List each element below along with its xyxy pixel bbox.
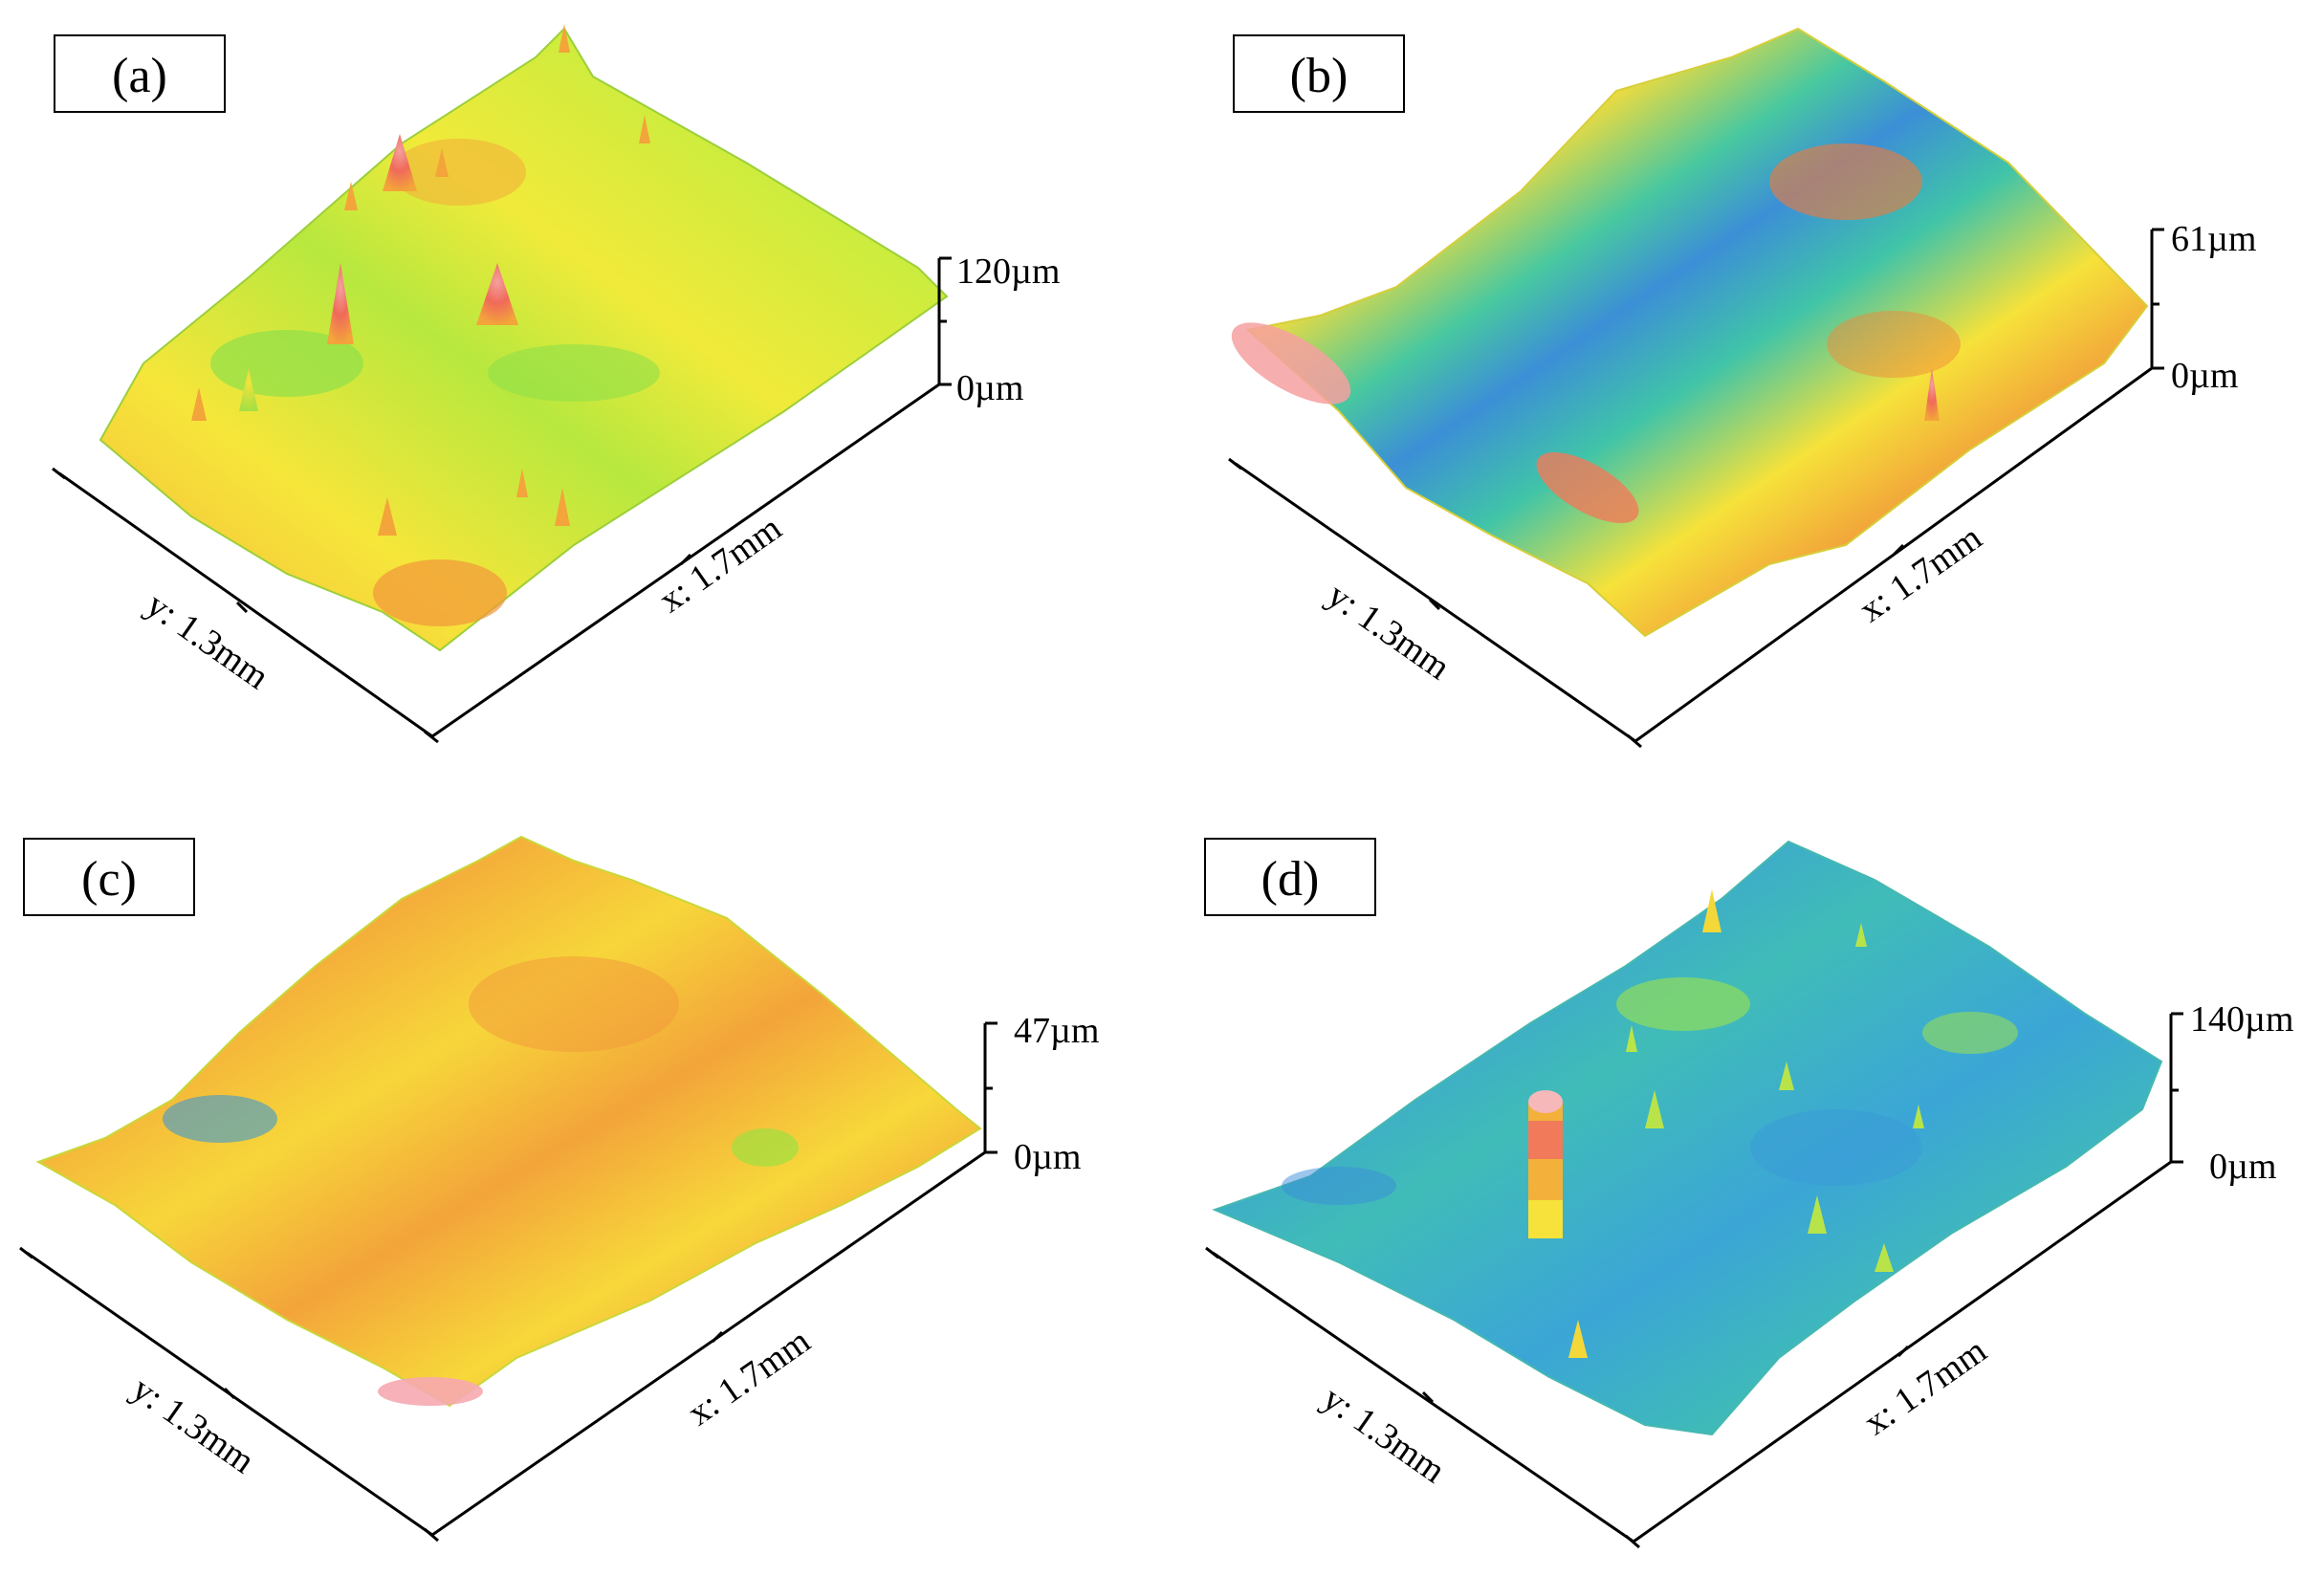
x-axis-label: x: 1.7mm <box>651 508 788 621</box>
y-axis-label: y: 1.3mm <box>1320 575 1457 688</box>
surface-patch <box>1282 1167 1396 1205</box>
y-axis-label: y: 1.3mm <box>124 1368 261 1481</box>
peak <box>476 263 518 325</box>
panel-label: (a) <box>112 49 167 103</box>
peak <box>344 182 358 210</box>
tall-column-band <box>1528 1121 1563 1159</box>
peak <box>239 368 258 411</box>
surface-patch <box>1769 143 1922 220</box>
surface-patch <box>1750 1109 1922 1186</box>
peak <box>1702 889 1721 932</box>
surface-patch <box>373 559 507 626</box>
surface-3d <box>35 835 982 1408</box>
peak <box>327 263 354 344</box>
z-min-label: 0µm <box>2171 356 2238 396</box>
peak <box>1645 1090 1664 1128</box>
z-max-label: 120µm <box>956 252 1060 292</box>
surface-patch <box>732 1128 799 1167</box>
z-max-label: 61µm <box>2171 219 2256 259</box>
peak <box>559 24 570 53</box>
peak <box>555 488 570 526</box>
peak <box>1626 1025 1637 1052</box>
tall-column-band <box>1528 1200 1563 1238</box>
panel-label: (d) <box>1261 852 1320 907</box>
panel-label-box <box>54 34 226 113</box>
y-axis-label: y: 1.3mm <box>1315 1378 1452 1491</box>
peak <box>639 115 650 143</box>
surface-patch <box>392 139 526 206</box>
peak <box>378 497 397 536</box>
x-axis-label: x: 1.7mm <box>1856 1330 1993 1443</box>
peak <box>1924 368 1940 421</box>
panel-d: (d) <box>1204 838 2293 1549</box>
peak <box>1855 923 1867 947</box>
panel-label: (c) <box>81 852 137 907</box>
peak <box>1568 1320 1588 1358</box>
panel-label-box <box>1204 838 1376 916</box>
z-min-label: 0µm <box>1014 1137 1081 1177</box>
panel-c: (c) y: 1.3mm x: 1.7mm 47µm 0µm <box>19 835 1099 1543</box>
surface-patch <box>1827 311 1961 378</box>
surface-patch <box>1231 322 1351 405</box>
y-axis-label: y: 1.3mm <box>139 584 275 697</box>
surface-patch <box>378 1377 483 1406</box>
surface-patch <box>1922 1012 2018 1054</box>
surface-patch <box>488 344 660 402</box>
peak <box>1808 1195 1827 1234</box>
surface-patch <box>469 956 679 1052</box>
axis-lines <box>52 256 952 744</box>
peak <box>1913 1105 1924 1128</box>
peak <box>383 134 417 191</box>
axis-lines <box>1228 228 2164 749</box>
z-max-label: 140µm <box>2190 999 2293 1040</box>
x-axis-label: x: 1.7mm <box>680 1321 817 1434</box>
axis-lines <box>1205 1012 2183 1549</box>
surface-patch <box>163 1095 277 1143</box>
surface-peaks <box>191 24 650 536</box>
z-max-label: 47µm <box>1014 1011 1099 1051</box>
panel-a: (a) <box>52 24 1060 744</box>
panel-label-box <box>1233 34 1405 113</box>
peak <box>191 387 207 421</box>
axis-lines <box>19 1021 998 1543</box>
z-min-label: 0µm <box>2209 1147 2276 1187</box>
z-min-label: 0µm <box>956 368 1023 408</box>
panel-b: (b) y: 1.3mm x: 1.7mm 61µm 0µm <box>1228 27 2256 749</box>
surface-3d <box>1212 840 2163 1436</box>
surface-patch <box>1536 452 1639 523</box>
panel-label: (b) <box>1290 49 1348 103</box>
surface-peaks <box>1568 889 1924 1358</box>
peak <box>1875 1243 1894 1272</box>
peak <box>435 148 449 177</box>
surface-patch <box>1616 977 1750 1031</box>
tall-column <box>1528 1090 1563 1238</box>
panel-label-box <box>23 838 195 916</box>
tall-column-top <box>1528 1090 1563 1113</box>
surface-3d <box>1245 27 2149 638</box>
peak <box>1779 1062 1794 1090</box>
surface-3d <box>99 27 949 652</box>
peak <box>516 469 528 497</box>
